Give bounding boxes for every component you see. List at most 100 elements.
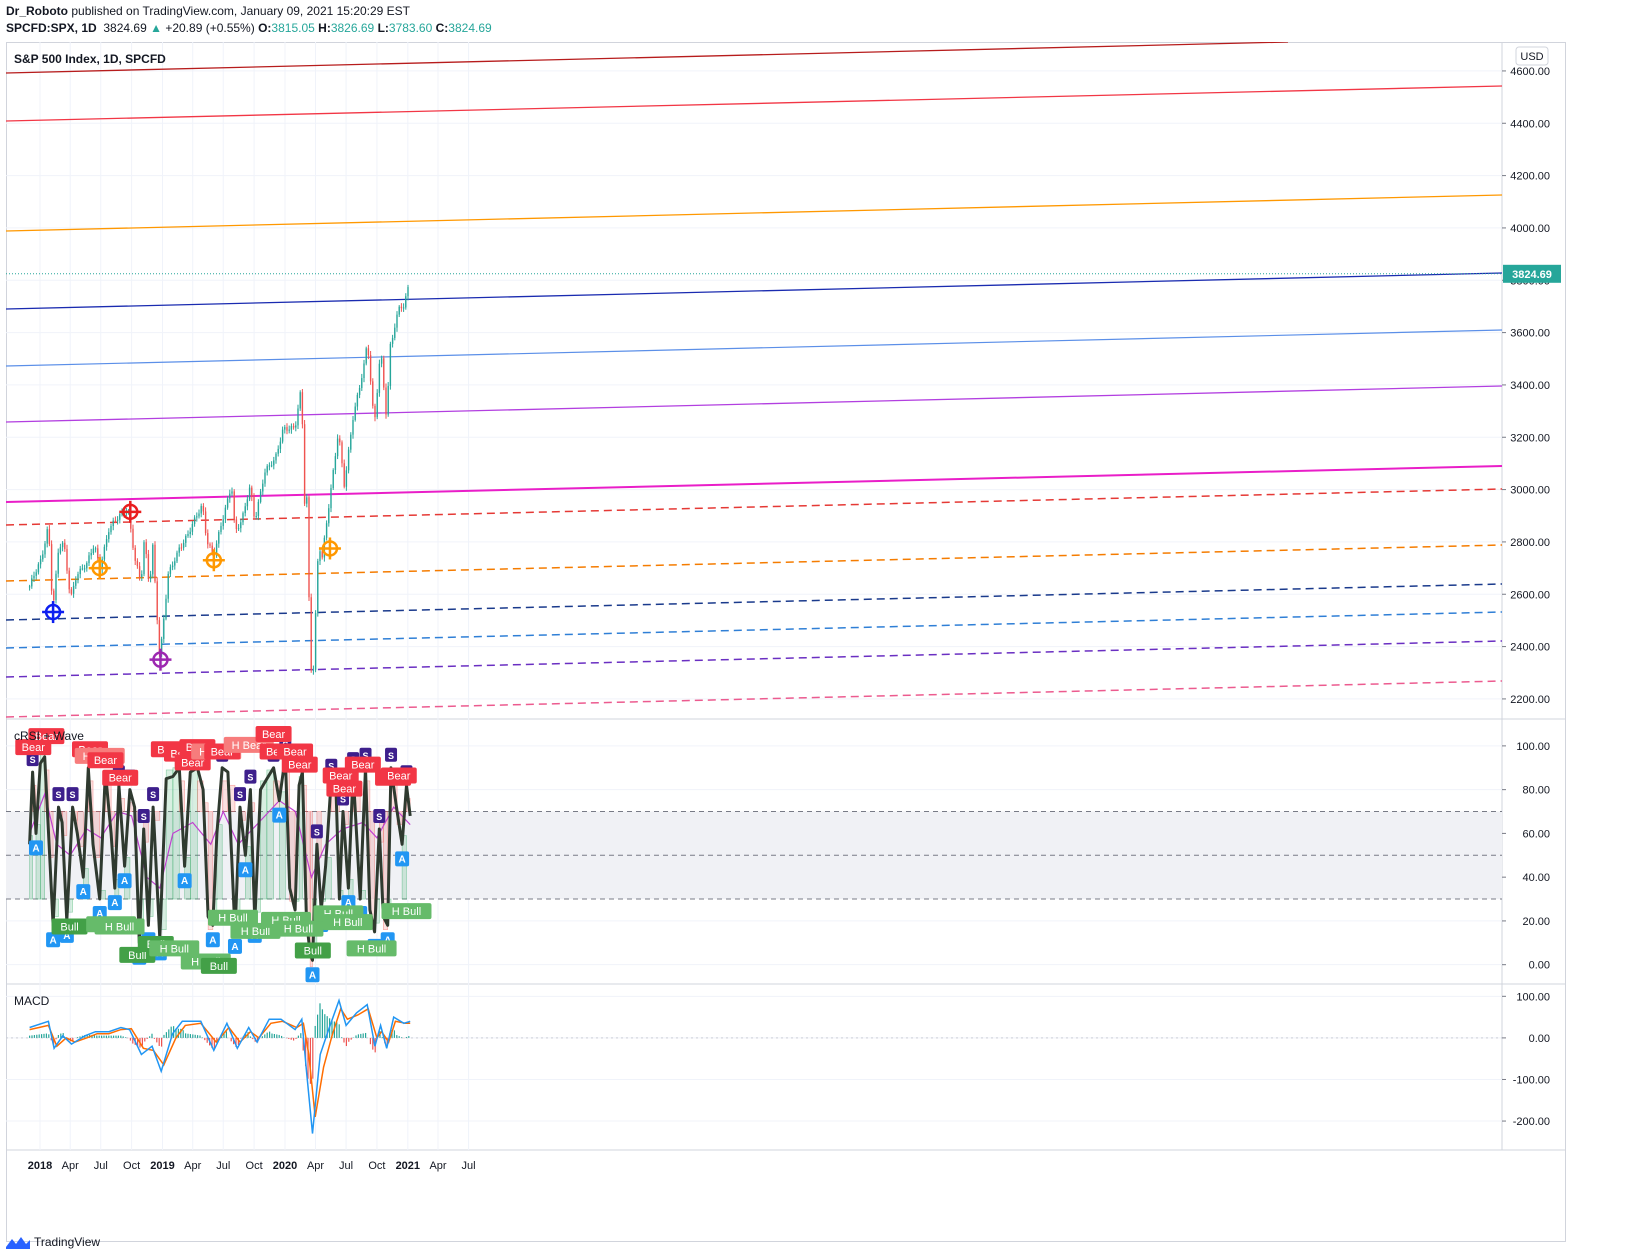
- axis-tick-label: 100.00: [1516, 741, 1550, 753]
- bear-divergence-label: Bear: [283, 746, 307, 758]
- trend-line[interactable]: [6, 385, 1503, 423]
- wave-s-text: S: [55, 790, 61, 800]
- bull-divergence-label: Bull: [210, 961, 228, 973]
- candle-body: [248, 487, 251, 500]
- candle-body: [44, 543, 46, 555]
- candle-body: [341, 442, 343, 464]
- currency-button[interactable]: [1515, 46, 1549, 66]
- candle-body: [303, 424, 306, 504]
- trend-line[interactable]: [6, 488, 1503, 526]
- wave-a-text: A: [121, 876, 128, 887]
- trend-line[interactable]: [6, 680, 1503, 718]
- candle-body: [156, 581, 158, 621]
- wave-s-badge: [310, 824, 323, 839]
- axis-tick-label: 4000.00: [1510, 223, 1550, 235]
- bull-divergence-label: H Bull: [392, 906, 421, 918]
- candle-body: [391, 337, 394, 344]
- pivot-crosshair-icon[interactable]: [149, 648, 172, 671]
- pivot-crosshair-icon[interactable]: [42, 601, 65, 624]
- candle-body: [147, 554, 150, 579]
- candle-body: [70, 589, 73, 594]
- pivot-crosshair-icon[interactable]: [119, 500, 142, 523]
- candle-body: [273, 460, 275, 466]
- candle-body: [207, 533, 209, 545]
- candle-body: [317, 561, 319, 614]
- open-key: O:: [258, 21, 272, 35]
- macd-pane-title: MACD: [14, 994, 50, 1008]
- chart-frame[interactable]: S&P 500 Index, 1D, SPCFD USD 4600.00 4400…: [6, 42, 1566, 1242]
- candle-body: [224, 507, 227, 520]
- candle-body: [264, 472, 266, 484]
- candle-body: [226, 498, 229, 508]
- bull-divergence-tag: [207, 909, 258, 926]
- trend-line[interactable]: [6, 465, 1503, 503]
- candle-body: [141, 574, 143, 578]
- trend-line[interactable]: [6, 611, 1503, 649]
- candle-body: [185, 535, 187, 543]
- bull-divergence-tag: [346, 940, 397, 957]
- trend-line[interactable]: [6, 272, 1503, 310]
- candle-body: [53, 590, 55, 601]
- footer: TradingView: [6, 1233, 100, 1251]
- price-series: [28, 284, 409, 675]
- macd-axis[interactable]: 100.00 0.00 -100.00 -200.00: [1502, 991, 1550, 1128]
- trend-line[interactable]: [6, 194, 1503, 232]
- trend-line[interactable]: [6, 544, 1503, 582]
- candle-body: [385, 387, 387, 415]
- candle-body: [312, 669, 315, 671]
- candle-body: [352, 419, 354, 435]
- candle-body: [347, 449, 350, 471]
- bear-divergence-label: Bear: [329, 771, 353, 783]
- axis-tick-label: 4400.00: [1510, 118, 1550, 130]
- pivot-crosshair-icon[interactable]: [318, 537, 341, 560]
- trend-line[interactable]: [6, 640, 1503, 678]
- candle-body: [358, 388, 361, 395]
- wave-a-text: A: [80, 887, 87, 898]
- candle-body: [88, 555, 90, 564]
- candle-body: [266, 466, 268, 473]
- trend-line[interactable]: [6, 583, 1503, 621]
- time-axis[interactable]: 2018 Apr Jul Oct 2019 Apr Jul Oct 2020 Apr Jul Oct 2…: [28, 1160, 476, 1172]
- bull-divergence-label: H Bull: [160, 943, 189, 955]
- pivot-crosshair-icon[interactable]: [202, 549, 225, 572]
- pivot-crosshair-icon[interactable]: [88, 557, 111, 580]
- low-value: 3783.60: [388, 21, 433, 35]
- rsi-axis[interactable]: 100.00 80.00 60.00 40.00 20.00 0.00: [1502, 741, 1550, 972]
- candle-body: [361, 378, 363, 389]
- candle-body: [143, 542, 145, 575]
- candle-body: [350, 434, 352, 450]
- candle-body: [376, 392, 378, 418]
- time-tick-label: Jul: [94, 1160, 108, 1172]
- symbol-info: SPCFD:SPX, 1D 3824.69 ▲ +20.89 (+0.55%) …: [6, 21, 492, 35]
- candle-body: [387, 385, 389, 415]
- price-axis[interactable]: 4600.004400.004200.004000.003800.003600.…: [1502, 66, 1550, 706]
- candle-body: [363, 363, 365, 379]
- wave-s-badge: [26, 752, 39, 767]
- trend-line[interactable]: [6, 329, 1503, 367]
- time-tick-label: Jul: [339, 1160, 353, 1172]
- candle-body: [365, 348, 367, 364]
- axis-tick-label: -100.00: [1513, 1074, 1550, 1086]
- candle-body: [268, 465, 271, 467]
- bear-divergence-tag: [281, 756, 318, 773]
- author-name[interactable]: Dr_Roboto: [6, 4, 68, 18]
- wave-a-text: A: [209, 935, 216, 946]
- bull-divergence-label: H Bull: [357, 943, 386, 955]
- wave-a-badge: [28, 840, 43, 856]
- candle-body: [57, 552, 59, 574]
- bear-divergence-label: Bear: [94, 755, 118, 767]
- high-value: 3826.69: [330, 21, 375, 35]
- brand-name[interactable]: TradingView: [34, 1235, 101, 1249]
- candle-body: [288, 429, 290, 431]
- candle-body: [292, 425, 295, 428]
- candle-body: [400, 306, 403, 309]
- axis-tick-label: 3600.00: [1510, 328, 1550, 340]
- candle-body: [407, 287, 409, 297]
- candle-body: [372, 381, 374, 406]
- candle-body: [279, 441, 282, 449]
- candle-body: [200, 505, 202, 514]
- candle-body: [105, 539, 108, 547]
- wave-s-text: S: [340, 795, 346, 805]
- trend-line[interactable]: [6, 85, 1503, 122]
- trend-line[interactable]: [6, 42, 1289, 74]
